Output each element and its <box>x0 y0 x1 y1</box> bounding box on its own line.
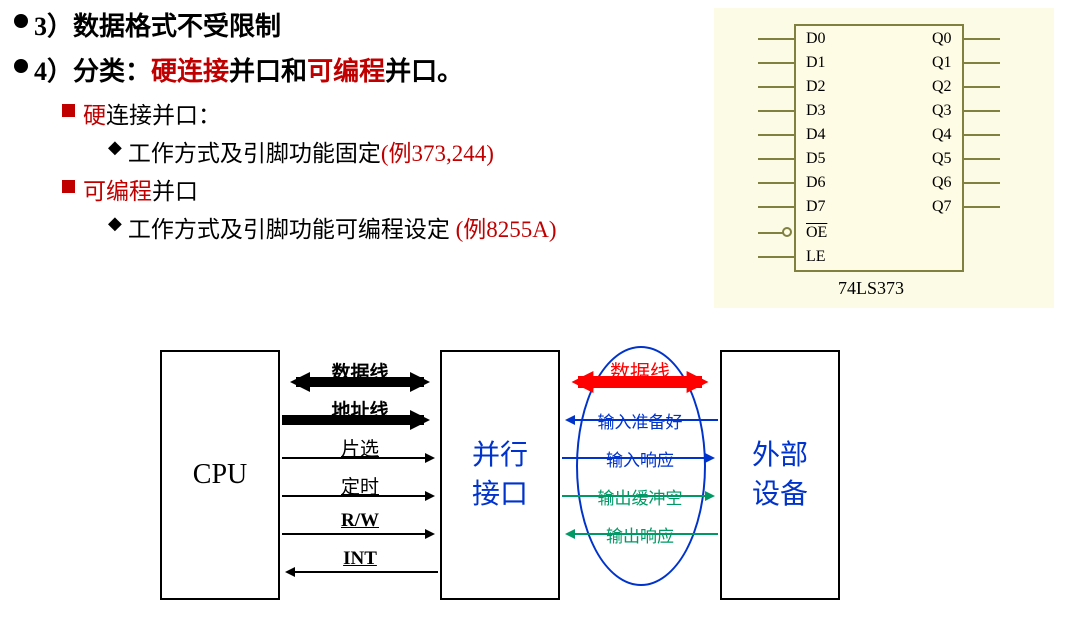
t: 连接并口： <box>106 103 221 128</box>
pin-label-ctrl: OE <box>806 224 827 242</box>
t-red: 可编程 <box>83 179 152 204</box>
signal-label-right: 数据线 <box>576 356 704 385</box>
signal-label-left: 定时 <box>306 472 414 499</box>
pin-label-left: D4 <box>806 126 826 144</box>
bullet-level1-item4: 4）分类：硬连接并口和可编程并口。 <box>14 51 704 88</box>
bullet-text: 工作方式及引脚功能可编程设定 (例8255A) <box>128 210 557 244</box>
pin-label-right: Q5 <box>932 150 952 168</box>
block-diagram: CPU 并行 接口 外部 设备 数据线地址线片选定时R/WINT数据线输入准备好… <box>160 336 930 616</box>
bullet-level3-prog-detail: ◆ 工作方式及引脚功能可编程设定 (例8255A) <box>108 210 704 244</box>
pin-lead <box>758 86 794 88</box>
bullet-level3-hard-detail: ◆ 工作方式及引脚功能固定(例373,244) <box>108 134 704 168</box>
t: 并口 <box>152 179 198 204</box>
pin-lead <box>964 182 1000 184</box>
pin-label-left: D0 <box>806 30 826 48</box>
pin-lead <box>964 110 1000 112</box>
pin-label-left: D7 <box>806 198 826 216</box>
signal-label-right: 输入响应 <box>576 446 704 471</box>
pin-lead <box>758 158 794 160</box>
pin-lead <box>964 206 1000 208</box>
pin-lead <box>964 86 1000 88</box>
t: 并口。 <box>385 57 463 86</box>
signal-label-left: INT <box>306 548 414 570</box>
t-red: (例373,244) <box>381 141 494 166</box>
pin-lead <box>758 62 794 64</box>
pin-lead <box>964 134 1000 136</box>
pin-label-ctrl: LE <box>806 248 826 266</box>
t: 并口和 <box>229 57 307 86</box>
pin-lead <box>758 110 794 112</box>
pin-label-right: Q3 <box>932 102 952 120</box>
pin-label-left: D3 <box>806 102 826 120</box>
bullet-dot <box>14 14 28 28</box>
signal-label-left: 数据线 <box>306 358 414 385</box>
inverter-circle-icon <box>782 227 792 237</box>
chip-diagram: 74LS373 D0 Q0 D1 Q1 D2 Q2 D3 Q3 D4 Q4 D5 Q5 D6 Q6 D7 Q7… <box>714 8 1054 308</box>
pin-lead <box>758 232 784 234</box>
pin-lead <box>758 38 794 40</box>
t: 工作方式及引脚功能固定 <box>128 141 381 166</box>
pin-lead <box>758 256 794 258</box>
pin-label-left: D6 <box>806 174 826 192</box>
t: 工作方式及引脚功能可编程设定 <box>128 217 456 242</box>
num: 3） <box>34 12 73 41</box>
pin-lead <box>964 38 1000 40</box>
t: 分类： <box>73 57 151 86</box>
t-red: 硬连接 <box>151 57 229 86</box>
signal-label-left: R/W <box>306 510 414 532</box>
pin-label-right: Q7 <box>932 198 952 216</box>
bullet-level2-hard: 硬连接并口： <box>62 96 704 130</box>
pin-lead <box>758 182 794 184</box>
bullet-text: 工作方式及引脚功能固定(例373,244) <box>128 134 494 168</box>
signal-label-right: 输出响应 <box>576 522 704 547</box>
signal-label-left: 片选 <box>306 434 414 461</box>
pin-label-left: D5 <box>806 150 826 168</box>
pin-lead <box>964 158 1000 160</box>
bullet-text: 3）数据格式不受限制 <box>34 6 281 43</box>
t-red: 硬 <box>83 103 106 128</box>
bullet-text: 可编程并口 <box>83 172 198 206</box>
chip-name: 74LS373 <box>838 278 904 299</box>
bullet-text: 硬连接并口： <box>83 96 221 130</box>
pin-lead <box>964 62 1000 64</box>
signal-label-left: 地址线 <box>306 396 414 423</box>
bullet-dot <box>14 59 28 73</box>
pin-label-right: Q0 <box>932 30 952 48</box>
pin-label-right: Q4 <box>932 126 952 144</box>
pin-lead <box>758 134 794 136</box>
bullet-text-block: 3）数据格式不受限制 4）分类：硬连接并口和可编程并口。 硬连接并口： ◆ 工作… <box>14 6 704 248</box>
bullet-text: 4）分类：硬连接并口和可编程并口。 <box>34 51 463 88</box>
pin-label-right: Q2 <box>932 78 952 96</box>
num: 4） <box>34 57 73 86</box>
pin-label-left: D1 <box>806 54 826 72</box>
t-red: (例8255A) <box>456 217 557 242</box>
square-bullet-icon <box>62 104 75 117</box>
signal-label-right: 输入准备好 <box>576 408 704 433</box>
pin-label-left: D2 <box>806 78 826 96</box>
square-bullet-icon <box>62 180 75 193</box>
diamond-bullet-icon: ◆ <box>108 137 122 158</box>
pin-label-right: Q1 <box>932 54 952 72</box>
t-red: 可编程 <box>307 57 385 86</box>
pin-lead <box>758 206 794 208</box>
diamond-bullet-icon: ◆ <box>108 213 122 234</box>
bullet-level2-prog: 可编程并口 <box>62 172 704 206</box>
content: 数据格式不受限制 <box>73 12 281 41</box>
bullet-level1-item3: 3）数据格式不受限制 <box>14 6 704 43</box>
arrows-svg <box>160 336 930 616</box>
signal-label-right: 输出缓冲空 <box>576 484 704 509</box>
pin-label-right: Q6 <box>932 174 952 192</box>
